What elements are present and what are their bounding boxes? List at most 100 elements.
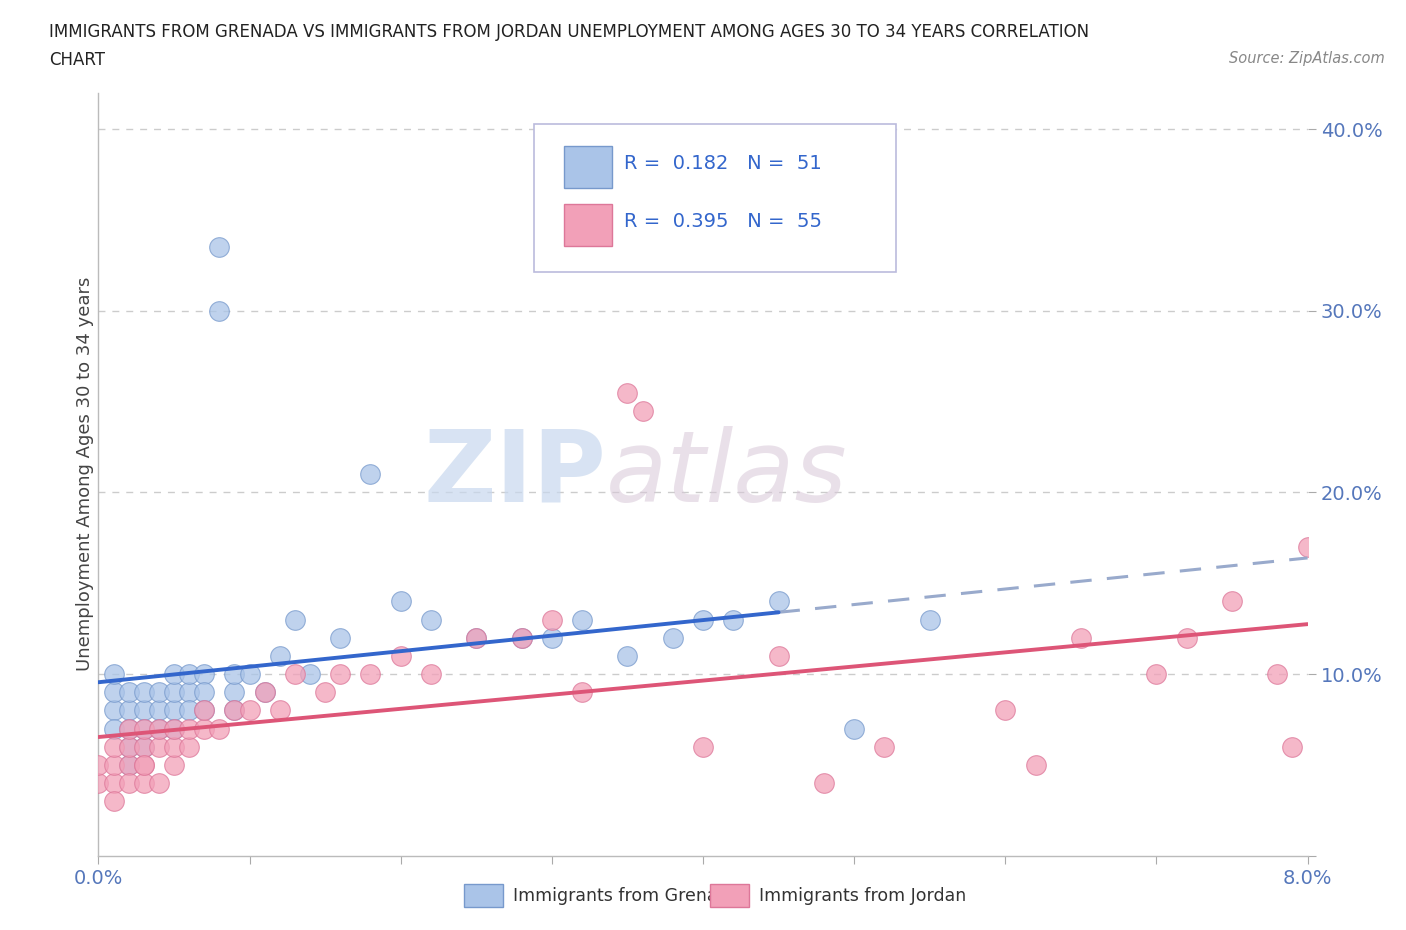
Point: [103, 776, 125, 790]
Point: [208, 721, 231, 736]
Point: [179, 739, 201, 754]
Point: [269, 648, 291, 663]
Point: [844, 721, 866, 736]
Text: Immigrants from Grenada: Immigrants from Grenada: [513, 886, 740, 905]
Point: [329, 631, 352, 645]
Point: [193, 684, 215, 699]
Text: R =  0.395   N =  55: R = 0.395 N = 55: [624, 212, 823, 231]
Point: [224, 684, 246, 699]
Point: [873, 739, 896, 754]
Point: [571, 684, 593, 699]
Y-axis label: Unemployment Among Ages 30 to 34 years: Unemployment Among Ages 30 to 34 years: [76, 277, 94, 671]
Point: [1220, 594, 1243, 609]
Point: [163, 703, 186, 718]
Point: [994, 703, 1017, 718]
Point: [571, 612, 593, 627]
Point: [299, 667, 322, 682]
Point: [118, 721, 141, 736]
Point: [692, 612, 714, 627]
Point: [465, 631, 488, 645]
Point: [132, 684, 155, 699]
Point: [1175, 631, 1198, 645]
Point: [420, 667, 443, 682]
Point: [148, 721, 170, 736]
Point: [132, 721, 155, 736]
Point: [224, 667, 246, 682]
Point: [179, 721, 201, 736]
Point: [661, 631, 683, 645]
Point: [540, 612, 562, 627]
Point: [1267, 667, 1289, 682]
Point: [389, 594, 412, 609]
Point: [132, 703, 155, 718]
Point: [208, 240, 231, 255]
Point: [269, 703, 291, 718]
Point: [103, 703, 125, 718]
Point: [253, 684, 276, 699]
Point: [103, 684, 125, 699]
Point: [813, 776, 835, 790]
Point: [103, 721, 125, 736]
Text: IMMIGRANTS FROM GRENADA VS IMMIGRANTS FROM JORDAN UNEMPLOYMENT AMONG AGES 30 TO : IMMIGRANTS FROM GRENADA VS IMMIGRANTS FR…: [49, 23, 1090, 41]
Point: [179, 684, 201, 699]
Point: [148, 703, 170, 718]
Point: [193, 703, 215, 718]
Point: [239, 703, 262, 718]
Point: [163, 757, 186, 772]
Point: [103, 793, 125, 808]
Point: [631, 404, 654, 418]
Point: [148, 776, 170, 790]
Point: [103, 667, 125, 682]
Point: [163, 721, 186, 736]
Point: [87, 757, 110, 772]
Point: [118, 776, 141, 790]
Point: [510, 631, 533, 645]
Point: [132, 739, 155, 754]
Point: [132, 757, 155, 772]
Point: [118, 757, 141, 772]
Point: [163, 667, 186, 682]
Text: CHART: CHART: [49, 51, 105, 69]
Point: [118, 703, 141, 718]
Point: [1070, 631, 1092, 645]
Point: [616, 648, 638, 663]
Point: [103, 739, 125, 754]
Text: Immigrants from Jordan: Immigrants from Jordan: [759, 886, 966, 905]
Point: [163, 721, 186, 736]
Point: [1025, 757, 1047, 772]
Point: [510, 631, 533, 645]
Point: [193, 667, 215, 682]
Point: [768, 648, 790, 663]
Point: [360, 467, 382, 482]
Point: [118, 757, 141, 772]
Point: [1146, 667, 1168, 682]
Point: [723, 612, 745, 627]
Point: [163, 684, 186, 699]
Point: [163, 739, 186, 754]
Text: atlas: atlas: [606, 426, 848, 523]
Point: [420, 612, 443, 627]
Point: [118, 684, 141, 699]
Point: [284, 612, 307, 627]
Text: Source: ZipAtlas.com: Source: ZipAtlas.com: [1229, 51, 1385, 66]
Point: [132, 739, 155, 754]
Point: [179, 667, 201, 682]
Point: [1281, 739, 1303, 754]
Text: R =  0.182   N =  51: R = 0.182 N = 51: [624, 154, 823, 173]
Point: [224, 703, 246, 718]
Point: [224, 703, 246, 718]
Point: [148, 739, 170, 754]
Point: [616, 385, 638, 400]
Text: ZIP: ZIP: [423, 426, 606, 523]
Point: [118, 739, 141, 754]
Point: [193, 721, 215, 736]
Point: [148, 721, 170, 736]
Point: [118, 739, 141, 754]
Point: [540, 631, 562, 645]
Point: [360, 667, 382, 682]
Point: [1296, 539, 1319, 554]
Point: [918, 612, 941, 627]
Point: [768, 594, 790, 609]
Point: [314, 684, 336, 699]
Point: [132, 776, 155, 790]
